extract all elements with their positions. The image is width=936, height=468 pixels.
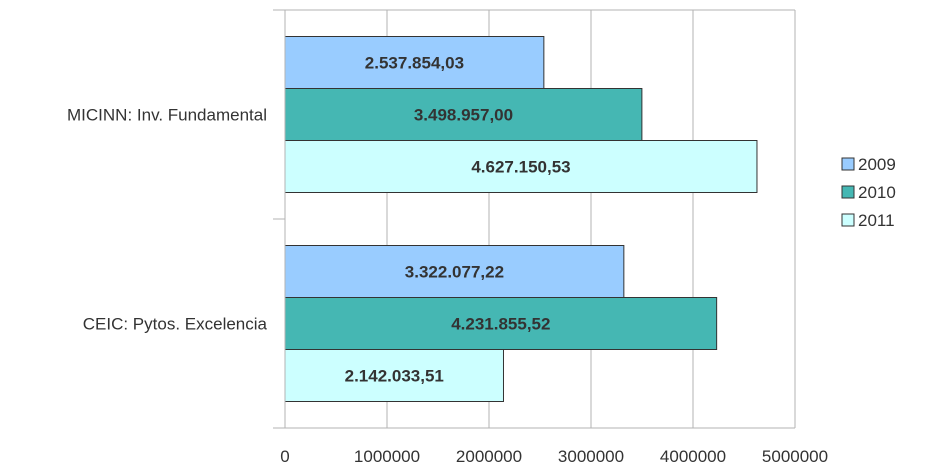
- legend-label: 2011: [858, 211, 895, 230]
- legend-label: 2010: [858, 183, 896, 202]
- bar-2010[interactable]: [284, 297, 718, 350]
- legend-swatch-2011: [841, 213, 855, 227]
- bar-2010[interactable]: [284, 88, 643, 141]
- legend-label: 2009: [858, 155, 896, 174]
- x-tick-label: 1000000: [354, 447, 420, 466]
- x-tick-label: 4000000: [660, 447, 726, 466]
- category-label: MICINN: Inv. Fundamental: [67, 106, 267, 125]
- data-label: 4.231.855,52: [451, 315, 550, 334]
- data-label: 3.322.077,22: [405, 263, 504, 282]
- x-tick-label: 2000000: [456, 447, 522, 466]
- data-label: 2.142.033,51: [345, 367, 444, 386]
- bar-2009[interactable]: [284, 245, 625, 298]
- bar-2009[interactable]: [284, 36, 545, 89]
- x-tick-label: 0: [280, 447, 289, 466]
- legend-swatch-2009: [841, 157, 855, 171]
- x-tick-label: 5000000: [762, 447, 828, 466]
- x-tick-label: 3000000: [558, 447, 624, 466]
- bar-2011[interactable]: [284, 349, 504, 402]
- data-label: 4.627.150,53: [471, 158, 570, 177]
- legend-swatch-2010: [841, 185, 855, 199]
- data-label: 3.498.957,00: [414, 106, 513, 125]
- data-label: 2.537.854,03: [365, 54, 464, 73]
- category-label: CEIC: Pytos. Excelencia: [83, 315, 268, 334]
